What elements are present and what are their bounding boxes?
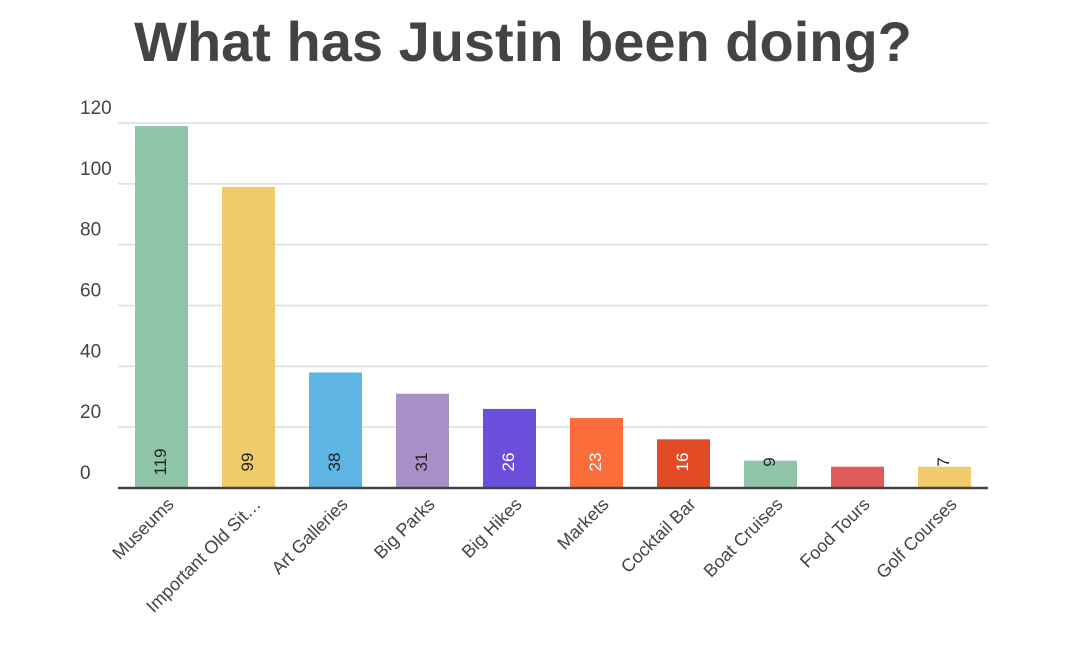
value-label: 16 <box>673 453 692 472</box>
value-label: 99 <box>238 453 257 472</box>
x-tick-label: Food Tours <box>796 494 874 572</box>
x-tick-label: Big Hikes <box>458 494 526 562</box>
y-tick-label: 60 <box>80 281 101 302</box>
value-label: 7 <box>934 457 953 466</box>
x-tick-label: Cocktail Bar <box>617 494 700 577</box>
x-tick-label: Big Parks <box>370 494 439 563</box>
bar <box>396 393 449 488</box>
x-tick-label: Museums <box>108 494 177 563</box>
x-tick-label: Markets <box>553 494 612 553</box>
x-tick-label: Art Galleries <box>268 494 352 578</box>
x-tick-label: Golf Courses <box>872 494 960 582</box>
value-label: 38 <box>325 453 344 472</box>
bar <box>135 126 188 489</box>
value-label: 23 <box>586 453 605 472</box>
y-tick-label: 40 <box>80 341 101 362</box>
bar <box>483 408 536 488</box>
y-tick-label: 20 <box>80 402 101 423</box>
bar <box>570 418 623 488</box>
y-tick-label: 120 <box>80 98 112 119</box>
bar <box>222 186 275 488</box>
bar <box>309 372 362 488</box>
y-tick-label: 100 <box>80 159 112 180</box>
y-tick-label: 80 <box>80 220 101 241</box>
value-label: 9 <box>760 457 779 466</box>
value-label: 31 <box>412 453 431 472</box>
bar <box>657 439 710 488</box>
bar <box>744 460 797 488</box>
bar <box>831 466 884 488</box>
x-tick-label: Boat Cruises <box>700 494 787 581</box>
bar <box>918 466 971 488</box>
value-label: 26 <box>499 453 518 472</box>
y-tick-label: 0 <box>80 463 91 484</box>
value-label: 7 <box>847 457 866 466</box>
value-label: 119 <box>151 448 170 475</box>
chart-title: What has Justin been doing? <box>134 10 912 73</box>
